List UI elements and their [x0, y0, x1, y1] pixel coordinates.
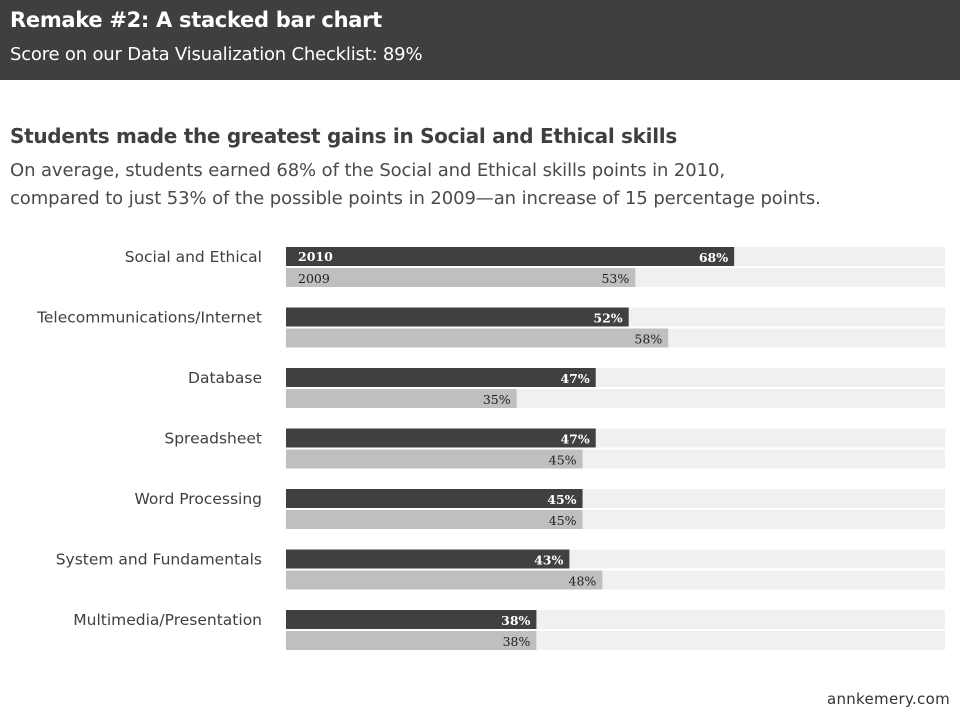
- value-label-2009-multimedia-presentation: 38%: [503, 634, 531, 649]
- value-label-2010-system-and-fundamentals: 43%: [534, 553, 563, 568]
- chart-description-line-1: On average, students earned 68% of the S…: [10, 160, 725, 181]
- value-label-2010-word-processing: 45%: [547, 492, 576, 507]
- chart-headline: Students made the greatest gains in Soci…: [10, 124, 677, 148]
- category-label-word-processing: Word Processing: [134, 490, 262, 508]
- bar-2010-database: [286, 368, 596, 387]
- series-label-2009: 2009: [298, 271, 330, 286]
- value-label-2010-database: 47%: [560, 371, 589, 386]
- bar-2009-social-and-ethical: [286, 268, 636, 287]
- bar-2009-system-and-fundamentals: [286, 570, 603, 590]
- value-label-2009-database: 35%: [483, 392, 511, 407]
- source-credit: annkemery.com: [826, 690, 950, 708]
- bar-2009-telecommunications-internet: [286, 328, 669, 348]
- bar-2010-system-and-fundamentals: [286, 549, 570, 569]
- category-label-spreadsheet: Spreadsheet: [164, 430, 262, 448]
- value-label-2009-system-and-fundamentals: 48%: [569, 574, 597, 589]
- category-label-database: Database: [188, 369, 262, 387]
- bar-2010-social-and-ethical: [286, 247, 735, 266]
- banner-subtitle: Score on our Data Visualization Checklis…: [10, 44, 423, 65]
- series-label-2010: 2010: [298, 249, 333, 264]
- value-label-2010-social-and-ethical: 68%: [699, 250, 728, 265]
- chart-description-line-2: compared to just 53% of the possible poi…: [10, 188, 821, 209]
- category-label-system-and-fundamentals: System and Fundamentals: [56, 551, 262, 569]
- title-banner: Remake #2: A stacked bar chart Score on …: [0, 0, 960, 80]
- bar-2010-multimedia-presentation: [286, 610, 537, 629]
- bar-2010-word-processing: [286, 489, 583, 508]
- value-label-2009-social-and-ethical: 53%: [601, 271, 629, 286]
- value-label-2009-spreadsheet: 45%: [549, 453, 577, 468]
- category-label-telecommunications-internet: Telecommunications/Internet: [36, 309, 262, 327]
- bar-2010-spreadsheet: [286, 428, 596, 448]
- bar-2009-database: [286, 389, 517, 408]
- category-label-social-and-ethical: Social and Ethical: [125, 248, 262, 266]
- value-label-2010-spreadsheet: 47%: [560, 432, 589, 447]
- bar-2009-word-processing: [286, 510, 583, 529]
- bar-2010-telecommunications-internet: [286, 307, 629, 327]
- banner-title: Remake #2: A stacked bar chart: [10, 8, 382, 32]
- value-label-2009-word-processing: 45%: [549, 513, 577, 528]
- value-label-2010-multimedia-presentation: 38%: [501, 613, 530, 628]
- bar-2009-multimedia-presentation: [286, 631, 537, 650]
- category-label-multimedia-presentation: Multimedia/Presentation: [73, 611, 262, 629]
- value-label-2009-telecommunications-internet: 58%: [634, 332, 662, 347]
- bar-2009-spreadsheet: [286, 449, 583, 469]
- value-label-2010-telecommunications-internet: 52%: [593, 311, 622, 326]
